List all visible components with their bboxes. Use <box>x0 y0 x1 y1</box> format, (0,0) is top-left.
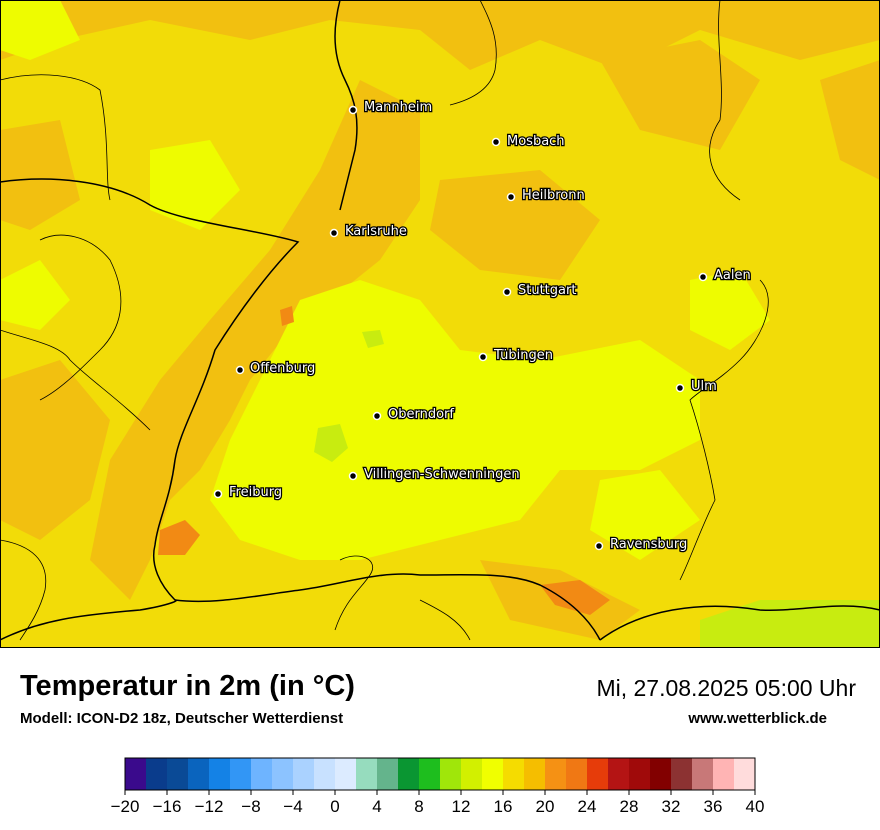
svg-text:Oberndorf: Oberndorf <box>388 407 454 422</box>
legend-tick-label: −16 <box>153 797 182 816</box>
city-tuebingen: Tübingen <box>478 347 554 364</box>
svg-text:Mannheim: Mannheim <box>364 100 432 115</box>
svg-text:Karlsruhe: Karlsruhe <box>345 224 407 239</box>
city-stuttgart: Stuttgart <box>502 282 578 299</box>
legend-tick-label: −8 <box>241 797 260 816</box>
legend-swatch <box>482 758 504 790</box>
legend-swatch <box>398 758 420 790</box>
legend-swatch <box>167 758 189 790</box>
city-freiburg: Freiburg <box>213 484 283 501</box>
city-oberndorf: Oberndorf <box>372 406 456 423</box>
legend-tick-label: 24 <box>578 797 597 816</box>
legend-swatch <box>356 758 378 790</box>
legend-tick-label: 0 <box>330 797 339 816</box>
city-markers: Mannheim Mosbach Heilbronn Karlsruhe Aal… <box>213 99 752 553</box>
svg-text:Stuttgart: Stuttgart <box>518 283 576 298</box>
legend-tick-label: 12 <box>452 797 471 816</box>
svg-text:Freiburg: Freiburg <box>229 485 282 500</box>
legend-swatch <box>293 758 315 790</box>
legend-swatch <box>146 758 168 790</box>
svg-text:Tübingen: Tübingen <box>493 348 553 363</box>
warm-zones <box>0 0 880 640</box>
svg-text:Ulm: Ulm <box>691 379 717 394</box>
svg-text:Mosbach: Mosbach <box>507 134 565 149</box>
legend-swatch <box>713 758 735 790</box>
city-mosbach: Mosbach <box>491 133 566 150</box>
legend-swatch <box>461 758 483 790</box>
svg-text:Offenburg: Offenburg <box>250 361 315 376</box>
legend-swatch <box>272 758 294 790</box>
city-ulm: Ulm <box>675 378 718 395</box>
legend-tick-label: −4 <box>283 797 302 816</box>
forecast-datetime: Mi, 27.08.2025 05:00 Uhr <box>596 675 856 701</box>
legend-tick-label: 32 <box>662 797 681 816</box>
legend-swatches <box>124 757 756 791</box>
legend-swatch <box>125 758 147 790</box>
city-offenburg: Offenburg <box>235 360 317 377</box>
legend-swatch <box>503 758 525 790</box>
city-villingen-schwenningen: Villingen-Schwenningen <box>348 466 521 483</box>
cool-zones <box>0 0 770 560</box>
svg-text:Villingen-Schwenningen: Villingen-Schwenningen <box>364 467 520 482</box>
city-heilbronn: Heilbronn <box>506 187 586 204</box>
city-ravensburg: Ravensburg <box>594 536 689 553</box>
legend-tick-label: 8 <box>414 797 423 816</box>
legend-swatch <box>734 758 756 790</box>
legend-swatch <box>587 758 609 790</box>
legend-tick-label: 40 <box>746 797 765 816</box>
legend-tick-label: 28 <box>620 797 639 816</box>
svg-text:Heilbronn: Heilbronn <box>522 188 585 203</box>
legend-swatch <box>251 758 273 790</box>
legend-swatch <box>650 758 672 790</box>
legend-tick-label: 20 <box>536 797 555 816</box>
legend-swatch <box>314 758 336 790</box>
website-link[interactable]: www.wetterblick.de <box>688 710 827 727</box>
legend-swatch <box>608 758 630 790</box>
color-legend: −20 −16 −12 −8 −4 0 4 8 12 16 20 24 28 32 36 40 <box>111 757 765 816</box>
legend-swatch <box>692 758 714 790</box>
legend-tick-label: 36 <box>704 797 723 816</box>
legend-swatch <box>335 758 357 790</box>
legend-swatch <box>671 758 693 790</box>
legend-swatch <box>440 758 462 790</box>
page-title: Temperatur in 2m (in °C) <box>20 670 355 702</box>
hot-spots <box>158 306 610 615</box>
city-mannheim: Mannheim <box>348 99 433 116</box>
legend-tick-label: −12 <box>195 797 224 816</box>
legend-swatch <box>209 758 231 790</box>
legend-swatch <box>188 758 210 790</box>
legend-swatch <box>230 758 252 790</box>
city-aalen: Aalen <box>698 267 752 284</box>
legend-tick-label: −20 <box>111 797 140 816</box>
legend-tick-label: 16 <box>494 797 513 816</box>
legend-swatch <box>566 758 588 790</box>
legend-swatch <box>545 758 567 790</box>
legend-swatch <box>524 758 546 790</box>
legend-swatch <box>629 758 651 790</box>
model-info: Modell: ICON-D2 18z, Deutscher Wetterdie… <box>20 710 344 727</box>
legend-ticks: −20 −16 −12 −8 −4 0 4 8 12 16 20 24 28 32 36 40 <box>111 790 765 816</box>
borders <box>0 0 880 641</box>
legend-tick-label: 4 <box>372 797 381 816</box>
temperature-map: Mannheim Mosbach Heilbronn Karlsruhe Aal… <box>0 0 880 648</box>
legend-frame <box>124 757 756 791</box>
legend-swatch <box>377 758 399 790</box>
legend-swatch <box>419 758 441 790</box>
svg-text:Aalen: Aalen <box>714 268 751 283</box>
city-karlsruhe: Karlsruhe <box>329 223 408 240</box>
svg-text:Ravensburg: Ravensburg <box>610 537 687 552</box>
mild-zones <box>314 330 880 648</box>
inner-borders <box>0 0 769 641</box>
